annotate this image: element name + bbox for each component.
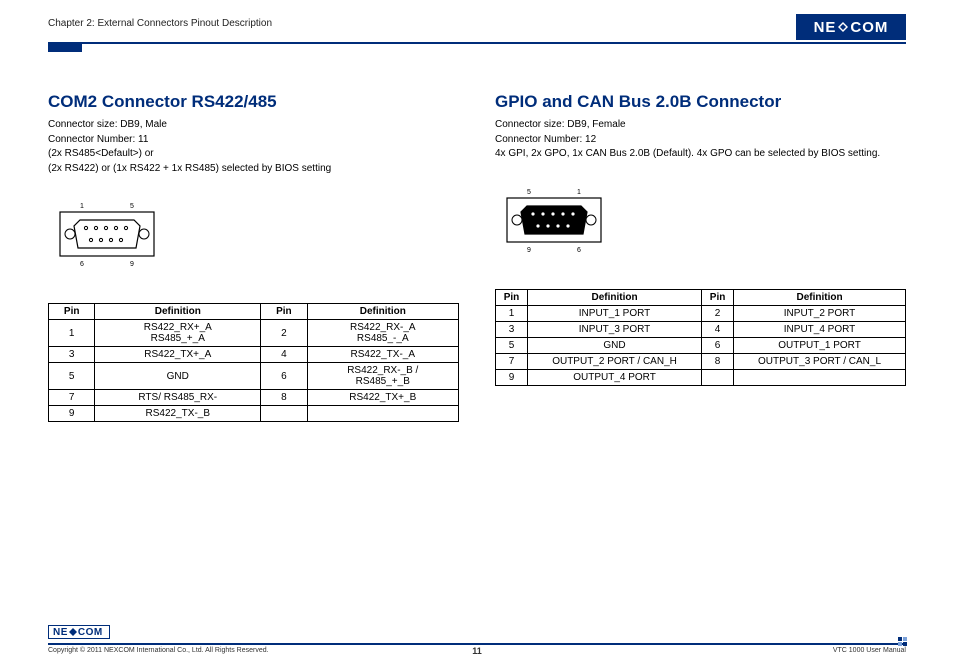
table-cell: RTS/ RS485_RX- [95, 390, 261, 406]
table-cell: OUTPUT_1 PORT [734, 337, 906, 353]
table-row: 3RS422_TX+_A4RS422_TX-_A [49, 347, 459, 363]
table-row: 1INPUT_1 PORT2INPUT_2 PORT [496, 305, 906, 321]
table-cell: INPUT_3 PORT [527, 321, 701, 337]
table-header: Definition [527, 289, 701, 305]
table-header: Pin [49, 304, 95, 320]
com2-opt2: (2x RS422) or (1x RS422 + 1x RS485) sele… [48, 162, 459, 177]
com2-connector-diagram: 1 5 6 9 [52, 200, 162, 270]
nexcom-logo-top: NE COM [796, 14, 906, 40]
table-cell: OUTPUT_4 PORT [527, 369, 701, 385]
table-cell: INPUT_1 PORT [527, 305, 701, 321]
copyright-text: Copyright © 2011 NEXCOM International Co… [48, 647, 269, 654]
pin-label-5: 5 [130, 203, 134, 210]
com2-opt1: (2x RS485<Default>) or [48, 147, 459, 162]
table-cell: RS422_RX-_ARS485_-_A [307, 320, 458, 347]
footer-decor-icon [898, 637, 908, 647]
table-cell: RS422_TX-_A [307, 347, 458, 363]
pin-label-1b: 1 [577, 189, 581, 196]
table-cell: 2 [261, 320, 307, 347]
table-cell: 3 [49, 347, 95, 363]
table-cell: 4 [702, 321, 734, 337]
header-tab [48, 42, 82, 52]
table-row: 9RS422_TX-_B [49, 406, 459, 422]
table-cell: 8 [261, 390, 307, 406]
table-cell: 2 [702, 305, 734, 321]
table-header: Definition [307, 304, 458, 320]
nexcom-logo-bottom: NECOM [48, 625, 110, 639]
com2-size: Connector size: DB9, Male [48, 118, 459, 133]
table-cell: RS422_RX-_B /RS485_+_B [307, 363, 458, 390]
com2-heading: COM2 Connector RS422/485 [48, 92, 459, 112]
pin-label-9: 9 [130, 261, 134, 268]
table-row: 5GND6RS422_RX-_B /RS485_+_B [49, 363, 459, 390]
table-cell [702, 369, 734, 385]
pin-label-5b: 5 [527, 189, 531, 196]
table-row: 7RTS/ RS485_RX-8RS422_TX+_B [49, 390, 459, 406]
pin-label-1: 1 [80, 203, 84, 210]
com2-number: Connector Number: 11 [48, 133, 459, 148]
table-cell: 6 [261, 363, 307, 390]
pin-label-6: 6 [80, 261, 84, 268]
table-cell: 9 [49, 406, 95, 422]
chapter-title: Chapter 2: External Connectors Pinout De… [48, 18, 906, 29]
pin-label-9b: 9 [527, 247, 531, 254]
table-cell: 1 [49, 320, 95, 347]
table-cell: INPUT_2 PORT [734, 305, 906, 321]
table-cell: 3 [496, 321, 528, 337]
table-cell: GND [527, 337, 701, 353]
page-footer: NECOM Copyright © 2011 NEXCOM Internatio… [48, 643, 906, 654]
gpio-note: 4x GPI, 2x GPO, 1x CAN Bus 2.0B (Default… [495, 147, 906, 162]
gpio-desc: Connector size: DB9, Female Connector Nu… [495, 118, 906, 162]
com2-pin-table: PinDefinitionPinDefinition1RS422_RX+_ARS… [48, 303, 459, 422]
table-cell: 7 [496, 353, 528, 369]
header-rule [48, 42, 906, 44]
table-cell: 5 [496, 337, 528, 353]
table-header: Pin [261, 304, 307, 320]
table-row: 3INPUT_3 PORT4INPUT_4 PORT [496, 321, 906, 337]
table-cell: OUTPUT_2 PORT / CAN_H [527, 353, 701, 369]
table-cell: RS422_RX+_ARS485_+_A [95, 320, 261, 347]
table-cell: INPUT_4 PORT [734, 321, 906, 337]
table-header: Pin [496, 289, 528, 305]
gpio-heading: GPIO and CAN Bus 2.0B Connector [495, 92, 906, 112]
table-header: Definition [95, 304, 261, 320]
table-cell [734, 369, 906, 385]
table-cell: 1 [496, 305, 528, 321]
table-row: 9OUTPUT_4 PORT [496, 369, 906, 385]
manual-name: VTC 1000 User Manual [833, 647, 906, 654]
gpio-size: Connector size: DB9, Female [495, 118, 906, 133]
table-cell: 4 [261, 347, 307, 363]
table-cell: RS422_TX+_B [307, 390, 458, 406]
left-column: COM2 Connector RS422/485 Connector size:… [48, 92, 459, 422]
table-cell: 7 [49, 390, 95, 406]
table-cell: 8 [702, 353, 734, 369]
table-cell: RS422_TX+_A [95, 347, 261, 363]
table-header: Definition [734, 289, 906, 305]
table-cell: 9 [496, 369, 528, 385]
table-cell: RS422_TX-_B [95, 406, 261, 422]
table-header: Pin [702, 289, 734, 305]
table-row: 1RS422_RX+_ARS485_+_A2RS422_RX-_ARS485_-… [49, 320, 459, 347]
table-cell: OUTPUT_3 PORT / CAN_L [734, 353, 906, 369]
table-cell: 5 [49, 363, 95, 390]
gpio-pin-table: PinDefinitionPinDefinition1INPUT_1 PORT2… [495, 289, 906, 386]
right-column: GPIO and CAN Bus 2.0B Connector Connecto… [495, 92, 906, 422]
table-row: 7OUTPUT_2 PORT / CAN_H8OUTPUT_3 PORT / C… [496, 353, 906, 369]
page-number: 11 [472, 646, 482, 656]
gpio-number: Connector Number: 12 [495, 133, 906, 148]
table-cell: 6 [702, 337, 734, 353]
pin-label-6b: 6 [577, 247, 581, 254]
table-cell: GND [95, 363, 261, 390]
gpio-connector-diagram: 5 1 9 6 [499, 186, 609, 256]
com2-desc: Connector size: DB9, Male Connector Numb… [48, 118, 459, 176]
table-cell [261, 406, 307, 422]
table-cell [307, 406, 458, 422]
table-row: 5GND6OUTPUT_1 PORT [496, 337, 906, 353]
